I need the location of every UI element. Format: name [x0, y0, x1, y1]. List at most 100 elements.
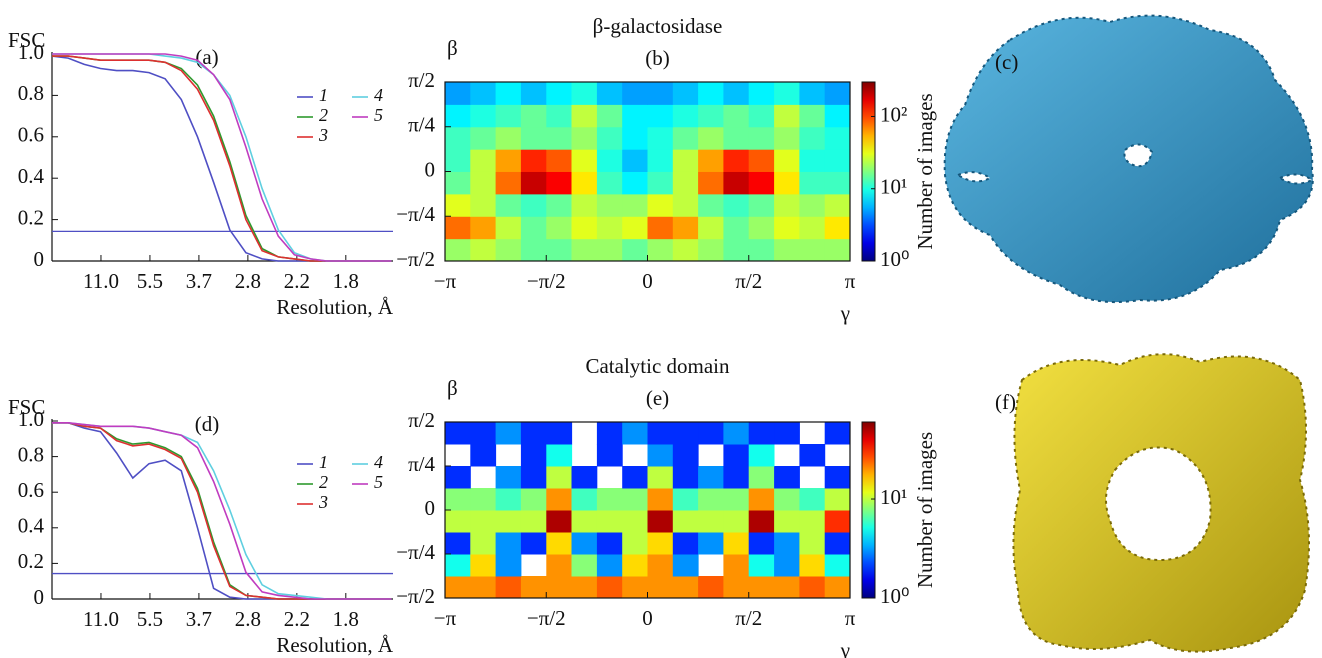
fsc-curve — [52, 422, 392, 600]
legend-label: 5 — [374, 472, 383, 492]
x-tick-label: −π — [434, 269, 457, 293]
colorbar-tick-label: 10¹ — [880, 175, 907, 199]
heat-cell — [672, 422, 699, 445]
heat-cell — [470, 104, 497, 128]
heat-cell — [774, 104, 800, 128]
heat-cell — [748, 104, 775, 128]
y-axis-label: β — [447, 36, 458, 60]
heat-cell — [571, 488, 598, 511]
heat-cell — [824, 554, 851, 577]
heat-cell — [571, 216, 598, 240]
heat-cell — [546, 444, 573, 467]
heat-cell — [571, 82, 598, 105]
y-tick-label: 1.0 — [18, 407, 44, 431]
heat-cell — [520, 576, 547, 599]
x-tick-label: 5.5 — [137, 269, 163, 293]
heat-cell — [672, 149, 699, 172]
heat-cell — [571, 510, 598, 533]
heat-cell — [824, 466, 851, 489]
heat-cell — [546, 82, 573, 105]
heat-cell — [596, 532, 623, 555]
heat-cell — [520, 216, 547, 240]
heat-cell — [445, 216, 471, 240]
heat-cell — [799, 82, 826, 105]
heat-cell — [748, 82, 775, 105]
heat-cell — [470, 193, 497, 217]
heat-cell — [824, 193, 851, 217]
colorbar — [861, 81, 876, 262]
heat-cell — [495, 193, 522, 217]
heat-cell — [647, 104, 674, 128]
heat-cell — [824, 216, 851, 240]
heat-cell — [470, 216, 497, 240]
heat-cell — [571, 554, 598, 577]
heat-cell — [445, 554, 471, 577]
heat-cell — [774, 576, 800, 599]
heat-cell — [647, 126, 674, 150]
heat-cell — [672, 216, 699, 240]
heat-cell — [470, 488, 497, 511]
heat-cell — [495, 532, 522, 555]
panel-label: (e) — [646, 386, 669, 410]
heat-cell — [824, 576, 851, 599]
heat-cell — [723, 510, 750, 533]
heat-cell — [520, 82, 547, 105]
heat-cell — [445, 466, 471, 489]
heat-cell — [799, 576, 826, 599]
heat-cell — [672, 488, 699, 511]
heat-cell — [546, 216, 573, 240]
heat-cell — [723, 149, 750, 172]
fsc-curve — [52, 422, 392, 600]
y-tick-label: 1.0 — [18, 40, 44, 64]
heat-cell — [622, 532, 649, 555]
heat-cell — [622, 554, 649, 577]
heat-cell — [723, 82, 750, 105]
heat-cell — [546, 171, 573, 195]
heat-cell — [774, 193, 800, 217]
y-tick-label: 0 — [425, 496, 436, 520]
heat-cell — [723, 576, 750, 599]
heat-cell — [495, 216, 522, 240]
heat-cell — [495, 238, 522, 262]
heat-cell — [546, 532, 573, 555]
heat-cell — [546, 422, 573, 445]
fsc-curve — [52, 422, 392, 600]
heat-cell — [824, 238, 851, 262]
x-tick-label: π/2 — [735, 606, 762, 630]
heat-cell — [495, 126, 522, 150]
colorbar-tick-label: 10¹ — [880, 485, 907, 509]
heat-cell — [495, 104, 522, 128]
heat-cell — [520, 510, 547, 533]
heat-cell — [571, 171, 598, 195]
heat-cell — [748, 488, 775, 511]
panel-label: (b) — [645, 46, 670, 70]
heat-cell — [470, 576, 497, 599]
y-tick-label: π/2 — [408, 408, 435, 432]
heat-cell — [799, 104, 826, 128]
heat-cell — [546, 576, 573, 599]
heat-cell — [748, 149, 775, 172]
heat-cell — [824, 510, 851, 533]
heat-cell — [520, 104, 547, 128]
heat-cell — [520, 171, 547, 195]
y-tick-label: π/2 — [408, 68, 435, 92]
x-axis-label: Resolution, Å — [276, 633, 394, 657]
y-tick-label: π/4 — [408, 113, 435, 137]
heat-cell — [495, 510, 522, 533]
heat-cell — [672, 193, 699, 217]
heat-cell — [698, 82, 724, 105]
heat-cell — [520, 149, 547, 172]
heat-cell — [774, 510, 800, 533]
legend-label: 2 — [319, 105, 328, 125]
x-tick-label: π/2 — [735, 269, 762, 293]
heat-cell — [596, 126, 623, 150]
heat-cell — [698, 238, 724, 262]
heat-cell — [546, 510, 573, 533]
heat-cell — [799, 193, 826, 217]
heat-cell — [748, 216, 775, 240]
y-axis-label: β — [447, 376, 458, 400]
heat-cell — [622, 216, 649, 240]
fsc-curve — [52, 422, 392, 600]
heat-cell — [774, 422, 800, 445]
